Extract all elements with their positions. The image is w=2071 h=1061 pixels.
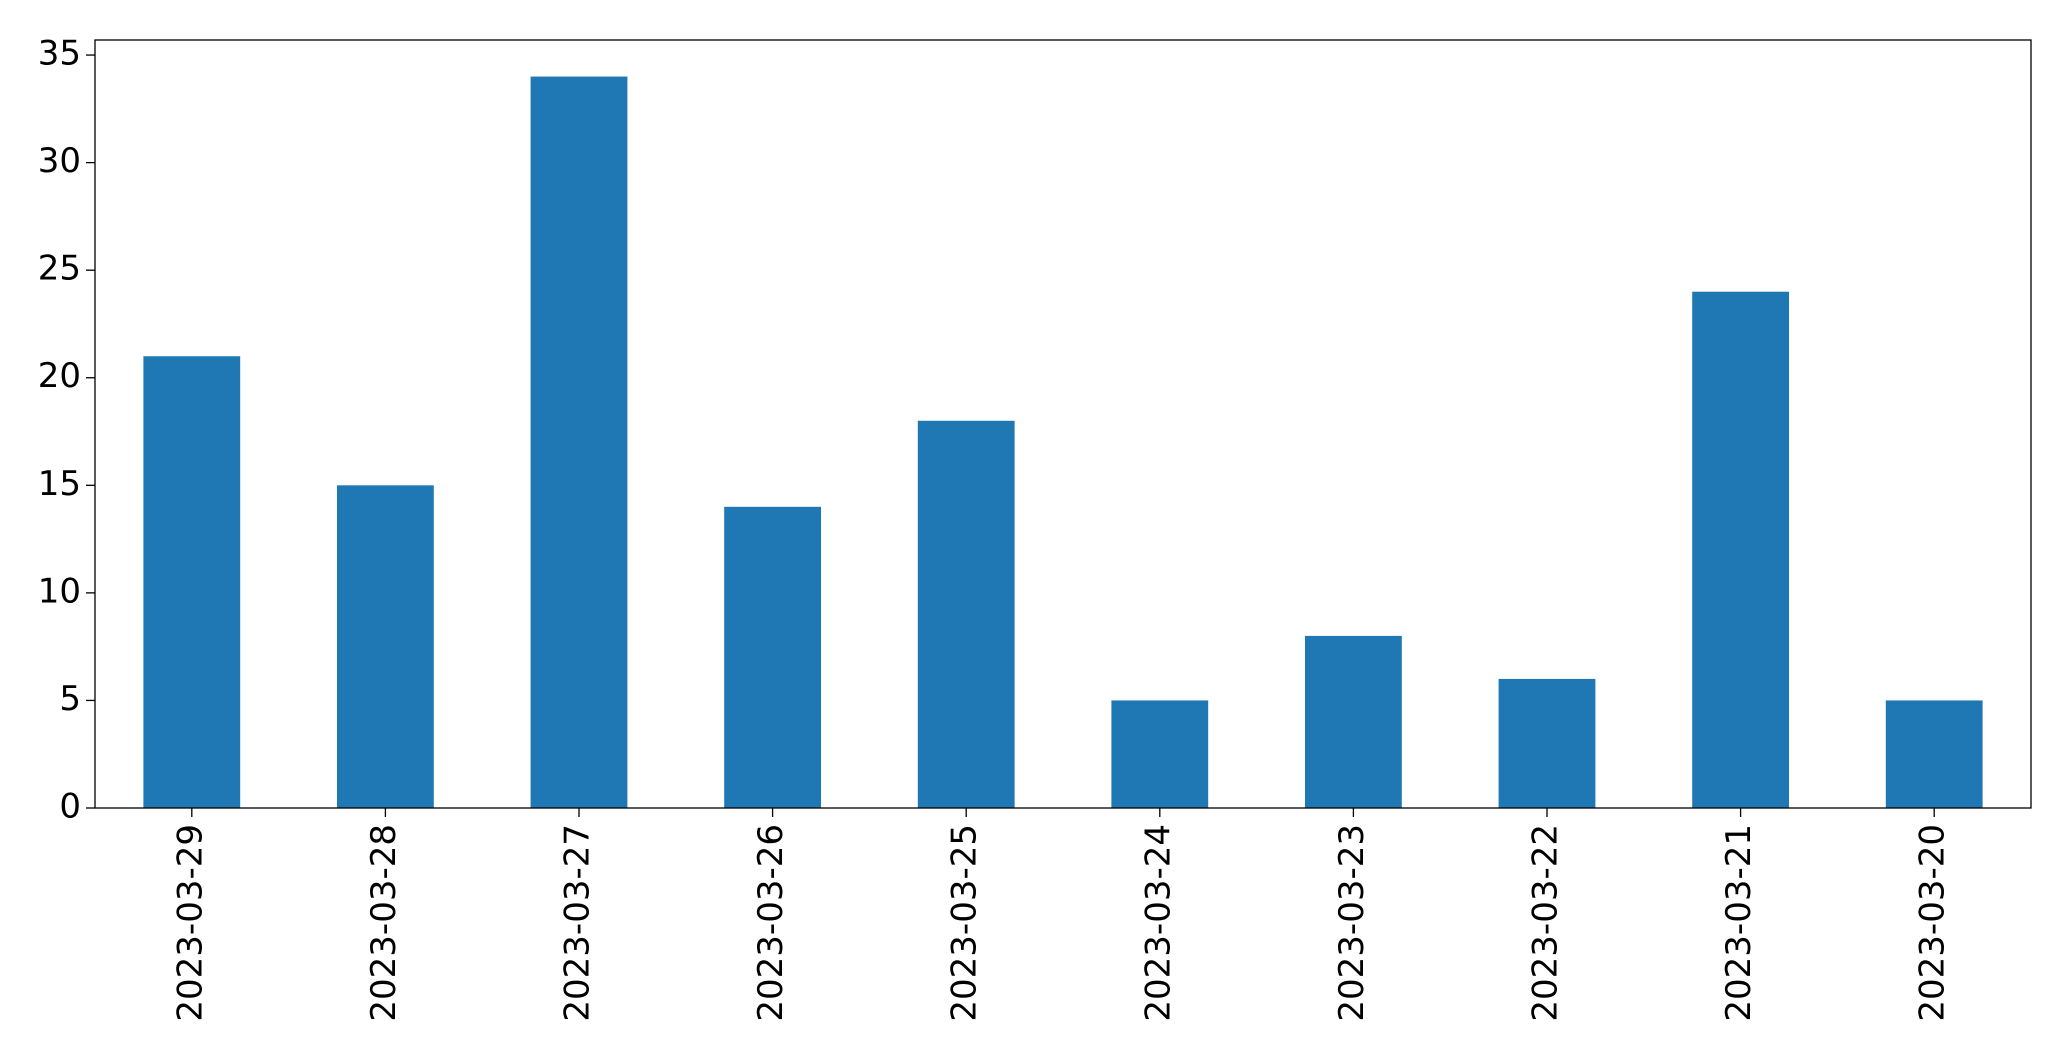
bar bbox=[1498, 678, 1596, 808]
bar bbox=[1111, 700, 1209, 808]
y-tick-label: 5 bbox=[59, 679, 81, 719]
y-tick-label: 35 bbox=[38, 34, 81, 74]
bar bbox=[1885, 700, 1983, 808]
bar bbox=[917, 420, 1015, 808]
bar bbox=[530, 76, 628, 809]
x-tick-label: 2023-03-20 bbox=[1913, 824, 1953, 1022]
x-tick-label: 2023-03-21 bbox=[1719, 824, 1759, 1022]
x-tick-label: 2023-03-27 bbox=[558, 824, 598, 1022]
x-tick-label: 2023-03-23 bbox=[1332, 824, 1372, 1022]
y-tick-label: 30 bbox=[38, 141, 81, 181]
x-tick-label: 2023-03-25 bbox=[945, 824, 985, 1022]
x-tick-label: 2023-03-24 bbox=[1138, 824, 1178, 1022]
y-tick-label: 20 bbox=[38, 356, 81, 396]
bar bbox=[1305, 635, 1402, 808]
x-tick-label: 2023-03-29 bbox=[170, 824, 210, 1022]
bar bbox=[1692, 291, 1789, 808]
y-tick-label: 10 bbox=[38, 571, 81, 611]
bar bbox=[337, 485, 434, 808]
plot-frame bbox=[94, 39, 2032, 809]
x-tick-label: 2023-03-26 bbox=[751, 824, 791, 1022]
y-tick-label: 25 bbox=[38, 249, 81, 289]
x-tick-label: 2023-03-22 bbox=[1526, 824, 1566, 1022]
y-tick-label: 15 bbox=[38, 464, 81, 504]
y-tick-label: 0 bbox=[59, 787, 81, 827]
bar bbox=[724, 506, 821, 808]
x-tick-label: 2023-03-28 bbox=[364, 824, 404, 1022]
bar bbox=[143, 356, 241, 808]
